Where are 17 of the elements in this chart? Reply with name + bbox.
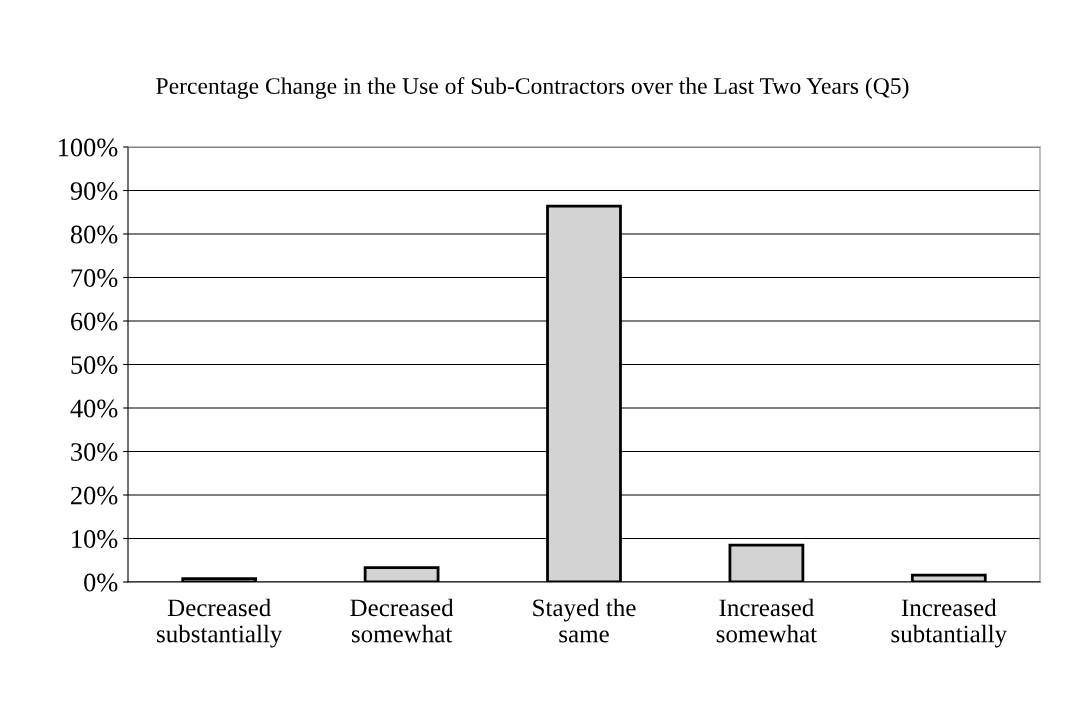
y-tick-label: 80% [70, 225, 118, 244]
y-tick-label: 70% [71, 269, 118, 287]
y-tick-label: 60% [71, 312, 118, 331]
y-tick-label: 30% [71, 443, 118, 461]
x-tick-label: Increased somewhat [716, 598, 817, 643]
y-tick-label: 20% [71, 486, 118, 505]
y-tick-label: 90% [70, 182, 118, 200]
x-tick-label: Increased subtantially [891, 598, 1008, 648]
x-tick-label: Decreased somewhat [350, 598, 454, 643]
y-tick-label: 10% [72, 530, 118, 548]
y-tick-label: 50% [71, 356, 118, 374]
chart-title: Percentage Change in the Use of Sub-Contractors over the Last Two Years (Q5) [156, 77, 909, 99]
x-tick-label: Decreased substantially [157, 598, 283, 648]
y-tick-label: 0% [84, 573, 118, 592]
y-tick-label: 100% [59, 138, 118, 157]
y-tick-label: 40% [70, 399, 118, 418]
x-tick-label: Stayed the same [533, 598, 636, 643]
